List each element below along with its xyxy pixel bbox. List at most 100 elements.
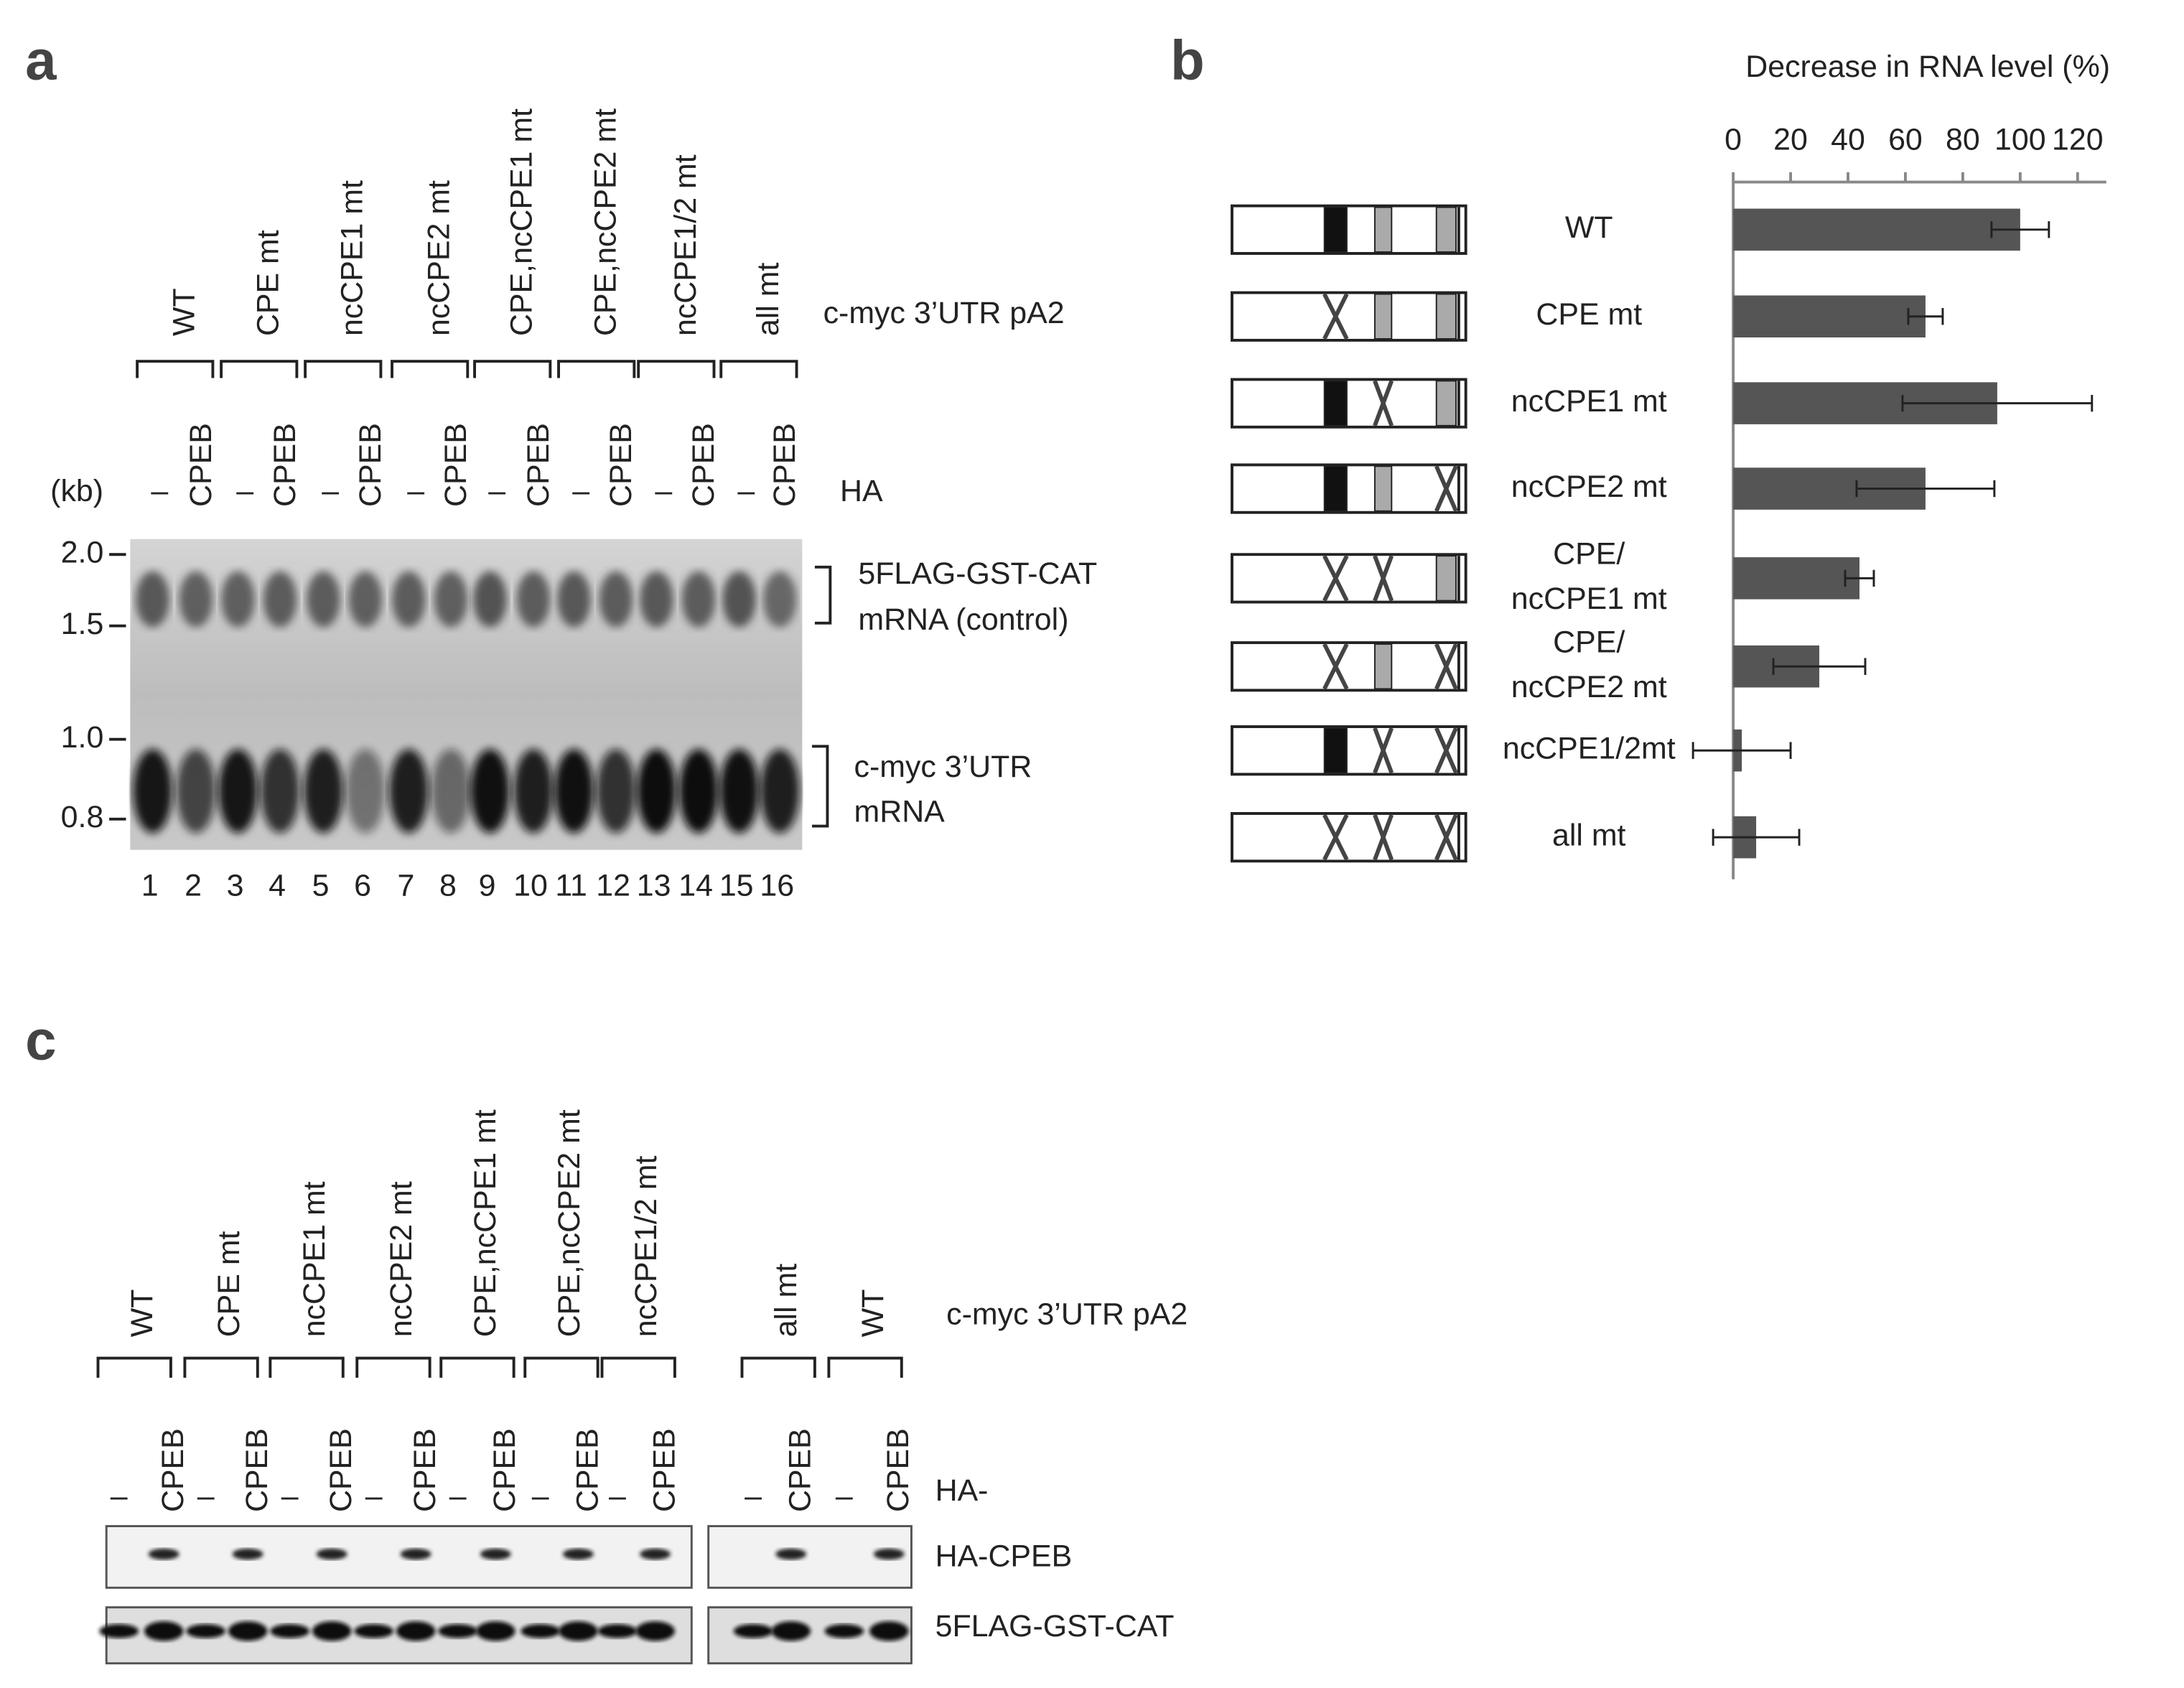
bracket — [812, 745, 829, 828]
lane-number: 5 — [312, 869, 330, 903]
panel-label: a — [25, 28, 57, 91]
lane-label: – — [407, 474, 424, 508]
category-label: CPE/ — [1553, 625, 1625, 659]
band — [637, 749, 676, 834]
lane-label: – — [236, 474, 253, 508]
lane-number: 3 — [227, 869, 244, 903]
band-label: mRNA (control) — [858, 602, 1068, 637]
mutation-mark — [1373, 813, 1394, 861]
lane-label: CPEB — [487, 1428, 522, 1512]
band — [516, 571, 551, 628]
band — [148, 1548, 179, 1560]
lane-label: CPEB — [767, 423, 802, 507]
band — [554, 749, 594, 834]
lane-label: – — [111, 1479, 128, 1514]
lane-label: – — [488, 474, 505, 508]
lane-label: CPEB — [881, 1428, 915, 1512]
construct-label: CPE,ncCPE2 mt — [552, 1109, 587, 1337]
construct-box — [1231, 204, 1467, 255]
lane-number: 13 — [637, 869, 671, 903]
lane-number: 1 — [141, 869, 159, 903]
error-bar — [1855, 480, 1996, 498]
band — [771, 1621, 811, 1641]
element — [1373, 643, 1393, 690]
band — [186, 1624, 225, 1638]
band — [470, 749, 510, 834]
lane-number: 8 — [439, 869, 457, 903]
band — [681, 571, 716, 628]
category-label: CPE/ — [1553, 537, 1625, 572]
bar — [1733, 295, 1926, 337]
lane-label: – — [572, 474, 589, 508]
construct-box — [1231, 725, 1467, 776]
band — [873, 1548, 905, 1560]
band — [760, 749, 800, 834]
bracket — [355, 1356, 431, 1378]
x-tick-label: 80 — [1946, 122, 1980, 157]
band — [431, 749, 471, 834]
construct-label: CPE mt — [212, 1231, 246, 1337]
category-label: ncCPE1 mt — [1511, 582, 1667, 616]
band — [389, 749, 429, 834]
lane-label: CPEB — [240, 1428, 274, 1512]
lane-label: CPEB — [521, 423, 556, 507]
bar — [1733, 208, 2020, 251]
lane-label: – — [281, 1479, 299, 1514]
panel-label: b — [1170, 28, 1205, 91]
x-tick-label: 20 — [1773, 122, 1808, 157]
lane-label: CPEB — [439, 423, 473, 507]
lane-label: CPEB — [353, 423, 388, 507]
band — [635, 1621, 675, 1641]
lane-label: – — [609, 1479, 626, 1514]
band — [599, 571, 633, 628]
band — [400, 1548, 431, 1560]
construct-caption: c-myc 3’UTR pA2 — [946, 1297, 1187, 1331]
lane-label: – — [745, 1479, 762, 1514]
band — [775, 1548, 807, 1560]
lane-label: – — [322, 474, 339, 508]
western-blot — [105, 1525, 693, 1589]
x-tick-label: 120 — [2052, 122, 2104, 157]
construct-box — [1231, 812, 1467, 863]
lane-label: CPEB — [686, 423, 721, 507]
bracket — [439, 1356, 515, 1378]
band — [476, 1621, 515, 1641]
construct-label: ncCPE1/2 mt — [668, 154, 703, 336]
band — [133, 749, 172, 834]
band — [218, 749, 258, 834]
x-tick-label: 0 — [1725, 122, 1742, 157]
band — [179, 571, 213, 628]
category-label: ncCPE2 mt — [1511, 670, 1667, 704]
construct-label: ncCPE2 mt — [422, 180, 457, 336]
band — [99, 1624, 139, 1638]
bracket — [814, 565, 832, 625]
band — [762, 571, 797, 628]
element — [1323, 727, 1348, 774]
element — [1323, 206, 1348, 253]
construct-box — [1231, 291, 1467, 342]
element — [1435, 555, 1457, 602]
band — [316, 1548, 347, 1560]
bracket — [637, 360, 716, 378]
mutation-mark — [1373, 380, 1394, 426]
lane-number: 11 — [555, 869, 587, 903]
chart-title: Decrease in RNA level (%) — [1745, 50, 2110, 84]
lane-caption: HA- — [935, 1473, 989, 1508]
size-marker: 1.0 — [61, 720, 104, 755]
band — [597, 1624, 638, 1638]
construct-label: ncCPE2 mt — [384, 1181, 419, 1337]
band — [345, 749, 386, 834]
lane-label: CPEB — [604, 423, 638, 507]
lane-caption: HA — [840, 474, 883, 508]
band — [263, 571, 297, 628]
mutation-mark — [1322, 554, 1349, 602]
band — [232, 1548, 263, 1560]
lane-label: – — [836, 1479, 853, 1514]
lane-label: CPEB — [184, 423, 218, 507]
bracket — [220, 360, 299, 378]
construct-box — [1231, 463, 1467, 514]
construct-label: CPE mt — [251, 230, 286, 336]
bracket — [740, 1356, 816, 1378]
lane-label: – — [655, 474, 672, 508]
